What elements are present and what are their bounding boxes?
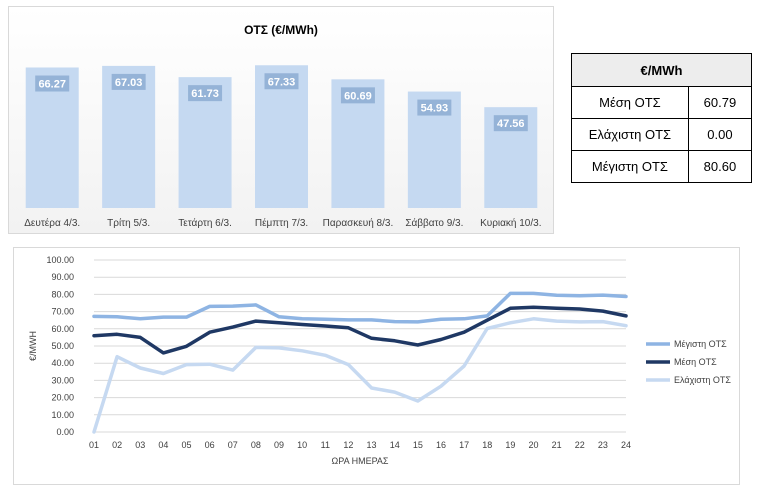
y-tick-label: 100.00 [46, 255, 74, 265]
bar-label-box [493, 115, 528, 132]
bar-chart-svg: ΟΤΣ (€/MWh) 66.27 Δευτέρα 4/3. 67.03 Τρίτη 5… [24, 23, 541, 229]
bar-category-label: Δευτέρα 4/3. [24, 217, 80, 229]
bar-value-label: 61.73 [191, 88, 219, 100]
bar-value-label: 47.56 [497, 118, 525, 130]
x-tick-label: 13 [367, 440, 377, 450]
summary-label: Μέση ΟΤΣ [571, 86, 689, 119]
x-tick-label: 04 [158, 440, 168, 450]
y-tick-label: 10.00 [51, 410, 74, 420]
legend-label: Ελάχιστη ΟΤΣ [674, 375, 731, 385]
x-tick-label: 10 [297, 440, 307, 450]
x-tick-label: 05 [182, 440, 192, 450]
bar-value-label: 66.27 [38, 79, 66, 91]
bar-label-box [417, 99, 452, 116]
x-tick-label: 14 [390, 440, 400, 450]
bar-category-label: Πέμπτη 7/3. [255, 217, 308, 229]
x-tick-label: 24 [621, 440, 631, 450]
summary-header-row: €/MWh [571, 53, 752, 87]
bar-label-box [264, 73, 299, 90]
bar-value-label: 60.69 [344, 90, 372, 102]
summary-label: Ελάχιστη ΟΤΣ [571, 118, 689, 151]
legend-label: Μέση ΟΤΣ [674, 357, 717, 367]
bar-category-label: Κυριακή 10/3. [480, 217, 541, 229]
line-chart-svg: 0.00 10.00 20.00 30.00 40.00 50.00 60.00 70.00 8… [28, 255, 731, 466]
y-tick-label: 80.00 [51, 289, 74, 299]
summary-value: 60.79 [687, 86, 753, 119]
bar-value-label: 54.93 [421, 103, 449, 115]
bar-value-label: 67.33 [268, 76, 296, 88]
hourly-price-line-chart: 0.00 10.00 20.00 30.00 40.00 50.00 60.00 70.00 8… [13, 247, 740, 485]
bar-label-box [35, 75, 70, 92]
x-tick-label: 21 [552, 440, 562, 450]
x-tick-label: 02 [112, 440, 122, 450]
y-tick-label: 30.00 [51, 375, 74, 385]
series-line [92, 305, 628, 355]
y-tick-label: 70.00 [51, 307, 74, 317]
summary-value: 80.60 [687, 150, 753, 183]
x-tick-label: 17 [459, 440, 469, 450]
summary-row: Μέγιστη ΟΤΣ 80.60 [571, 150, 753, 183]
series-line [92, 317, 628, 434]
x-tick-label: 08 [251, 440, 261, 450]
bar-category-label: Τετάρτη 6/3. [178, 217, 232, 229]
price-summary-table: €/MWh Μέση ΟΤΣ 60.79 Ελάχιστη ΟΤΣ 0.00 Μ… [571, 53, 753, 183]
summary-label: Μέγιστη ΟΤΣ [571, 150, 689, 183]
x-tick-label: 03 [135, 440, 145, 450]
y-axis-title: €/MWH [28, 331, 38, 361]
bar-category-label: Σάββατο 9/3. [405, 217, 463, 229]
x-tick-label: 07 [228, 440, 238, 450]
bar-chart-title: ΟΤΣ (€/MWh) [244, 23, 318, 37]
legend-label: Μέγιστη ΟΤΣ [674, 339, 727, 349]
bar-value-label: 67.03 [115, 77, 143, 89]
y-tick-label: 20.00 [51, 393, 74, 403]
x-tick-label: 09 [274, 440, 284, 450]
x-tick-label: 12 [343, 440, 353, 450]
x-tick-label: 23 [598, 440, 608, 450]
x-tick-label: 19 [505, 440, 515, 450]
bar-category-label: Παρασκευή 8/3. [323, 217, 394, 229]
x-tick-label: 16 [436, 440, 446, 450]
daily-price-bar-chart: ΟΤΣ (€/MWh) 66.27 Δευτέρα 4/3. 67.03 Τρίτη 5… [8, 6, 554, 234]
x-axis-title: ΩΡΑ ΗΜΕΡΑΣ [332, 456, 389, 466]
x-tick-label: 15 [413, 440, 423, 450]
x-tick-label: 06 [205, 440, 215, 450]
y-tick-label: 40.00 [51, 358, 74, 368]
x-tick-label: 01 [89, 440, 99, 450]
x-tick-label: 11 [321, 440, 330, 450]
y-tick-label: 50.00 [51, 341, 74, 351]
summary-value: 0.00 [687, 118, 753, 151]
y-tick-label: 0.00 [56, 427, 74, 437]
summary-row: Μέση ΟΤΣ 60.79 [571, 86, 753, 119]
bar-label-box [340, 87, 375, 104]
series-line [92, 291, 628, 324]
summary-row: Ελάχιστη ΟΤΣ 0.00 [571, 118, 753, 151]
x-tick-label: 22 [575, 440, 585, 450]
summary-header: €/MWh [571, 53, 752, 87]
bar-category-label: Τρίτη 5/3. [107, 217, 150, 229]
y-tick-label: 90.00 [51, 272, 74, 282]
bar-label-box [188, 85, 223, 102]
x-tick-label: 18 [482, 440, 492, 450]
y-tick-label: 60.00 [51, 324, 74, 334]
x-tick-label: 20 [528, 440, 538, 450]
bar-label-box [111, 73, 146, 90]
